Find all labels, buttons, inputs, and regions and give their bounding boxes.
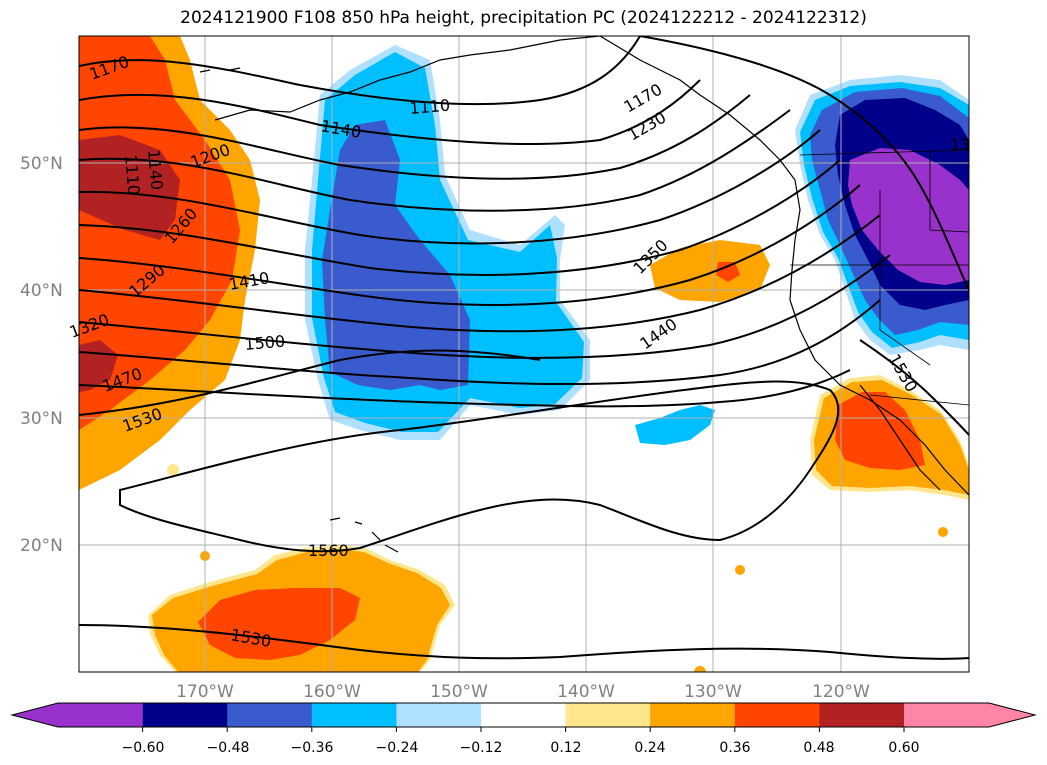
colorbar-segment-5: [396, 703, 482, 727]
lon-label-170w: 170°W: [176, 682, 234, 702]
colorbar-tick-label-1: −0.60: [122, 740, 165, 756]
lat-label-20n: 20°N: [20, 536, 63, 556]
colorbar: −0.60 −0.48 −0.36 −0.24 −0.12 0.12 0.24 …: [10, 702, 1037, 756]
contour-line-13: [119, 380, 840, 553]
contour-line-3: [79, 94, 751, 180]
contour-line-6: [79, 159, 841, 276]
lon-label-140w: 140°W: [557, 682, 615, 702]
contour-line-14: [79, 624, 969, 660]
us-mexico-border: [869, 394, 969, 406]
contour-line-2: [79, 79, 701, 146]
colorbar-tick-label-10: 0.60: [888, 740, 919, 756]
aleutian-islands: [199, 67, 241, 73]
contour-line-5: [79, 129, 821, 245]
alaska-coast: [214, 36, 601, 121]
contour-label-1110-central: 1110: [409, 96, 451, 118]
colorbar-tick-label-5: −0.12: [460, 740, 503, 756]
latitude-labels: 50°N 40°N 30°N 20°N: [20, 154, 63, 556]
mid-redorange-patch: [716, 262, 740, 282]
colorbar-tick-label-3: −0.36: [291, 740, 334, 756]
lat-label-50n: 50°N: [20, 154, 63, 174]
contour-line-15: [639, 36, 969, 291]
contour-label-13-east: 13: [950, 135, 970, 154]
lon-label-120w: 120°W: [812, 682, 870, 702]
contour-line-16: [859, 339, 969, 436]
height-contours: [79, 36, 969, 660]
east-purple-area: [848, 148, 969, 285]
contour-line-1: [79, 36, 641, 105]
contour-label-1140-west: 1140: [144, 149, 166, 191]
colorbar-ticks: [142, 727, 905, 732]
small-orange-dot-2: [735, 565, 745, 575]
colorbar-segment-11: [904, 703, 1035, 727]
colorbar-segment-9: [734, 703, 820, 727]
lon-label-130w: 130°W: [684, 682, 742, 702]
colorbar-tick-label-2: −0.48: [207, 740, 250, 756]
small-sky-patch: [635, 405, 715, 445]
lon-label-160w: 160°W: [303, 682, 361, 702]
contour-line-10: [79, 299, 881, 385]
contour-label-1560: 1560: [308, 541, 349, 560]
longitude-labels: 170°W 160°W 150°W 140°W 130°W 120°W: [176, 682, 870, 702]
colorbar-tick-label-6: 0.12: [550, 740, 581, 756]
small-orange-dot-5: [167, 464, 179, 476]
lat-label-30n: 30°N: [20, 409, 63, 429]
nevada-border: [879, 190, 931, 366]
colorbar-tick-label-4: −0.24: [376, 740, 419, 756]
map-title: 2024121900 F108 850 hPa height, precipit…: [180, 8, 867, 28]
contour-line-11: [79, 369, 851, 408]
colorbar-segment-1: [12, 703, 143, 727]
contour-label-1110-west: 1110: [121, 154, 143, 196]
south-redorange-area: [198, 588, 360, 660]
colorbar-segment-10: [819, 703, 905, 727]
small-orange-dot-3: [938, 527, 948, 537]
colorbar-tick-labels: −0.60 −0.48 −0.36 −0.24 −0.12 0.12 0.24 …: [122, 740, 920, 756]
lat-label-40n: 40°N: [20, 281, 63, 301]
colorbar-tick-label-7: 0.24: [634, 740, 665, 756]
lon-label-150w: 150°W: [430, 682, 488, 702]
us-canada-border: [799, 149, 969, 156]
contour-line-7: [79, 184, 861, 306]
idaho-border: [929, 150, 969, 233]
colorbar-outline: [10, 702, 1037, 728]
colorbar-tick-label-8: 0.36: [719, 740, 750, 756]
colorbar-segment-8: [650, 703, 736, 727]
baja-peninsula: [859, 384, 941, 491]
colorbar-segment-3: [227, 703, 313, 727]
colorbar-segments: [12, 703, 1035, 727]
coastlines: [199, 36, 969, 553]
contour-line-4: [79, 109, 791, 212]
contour-label-1440: 1440: [636, 314, 680, 353]
colorbar-segment-7: [565, 703, 651, 727]
se-redorange-area: [835, 392, 925, 470]
colorbar-segment-2: [142, 703, 228, 727]
colorbar-tick-label-9: 0.48: [803, 740, 834, 756]
contour-label-1500: 1500: [244, 332, 286, 354]
graticule: [79, 36, 969, 672]
map-frame: [78, 35, 970, 673]
mid-orange-patch: [650, 240, 770, 302]
gulf-of-alaska-coast: [599, 36, 796, 181]
state-borders: [790, 149, 969, 406]
contour-line-12: [79, 349, 541, 416]
west-coast-north-america: [789, 179, 969, 496]
hawaii-islands: [329, 517, 399, 553]
colorbar-segment-4: [311, 703, 397, 727]
precip-fill-layer: [79, 36, 969, 672]
contour-line-8: [79, 214, 881, 333]
colorbar-segment-6: [481, 703, 567, 727]
small-orange-dot-6: [694, 666, 706, 672]
